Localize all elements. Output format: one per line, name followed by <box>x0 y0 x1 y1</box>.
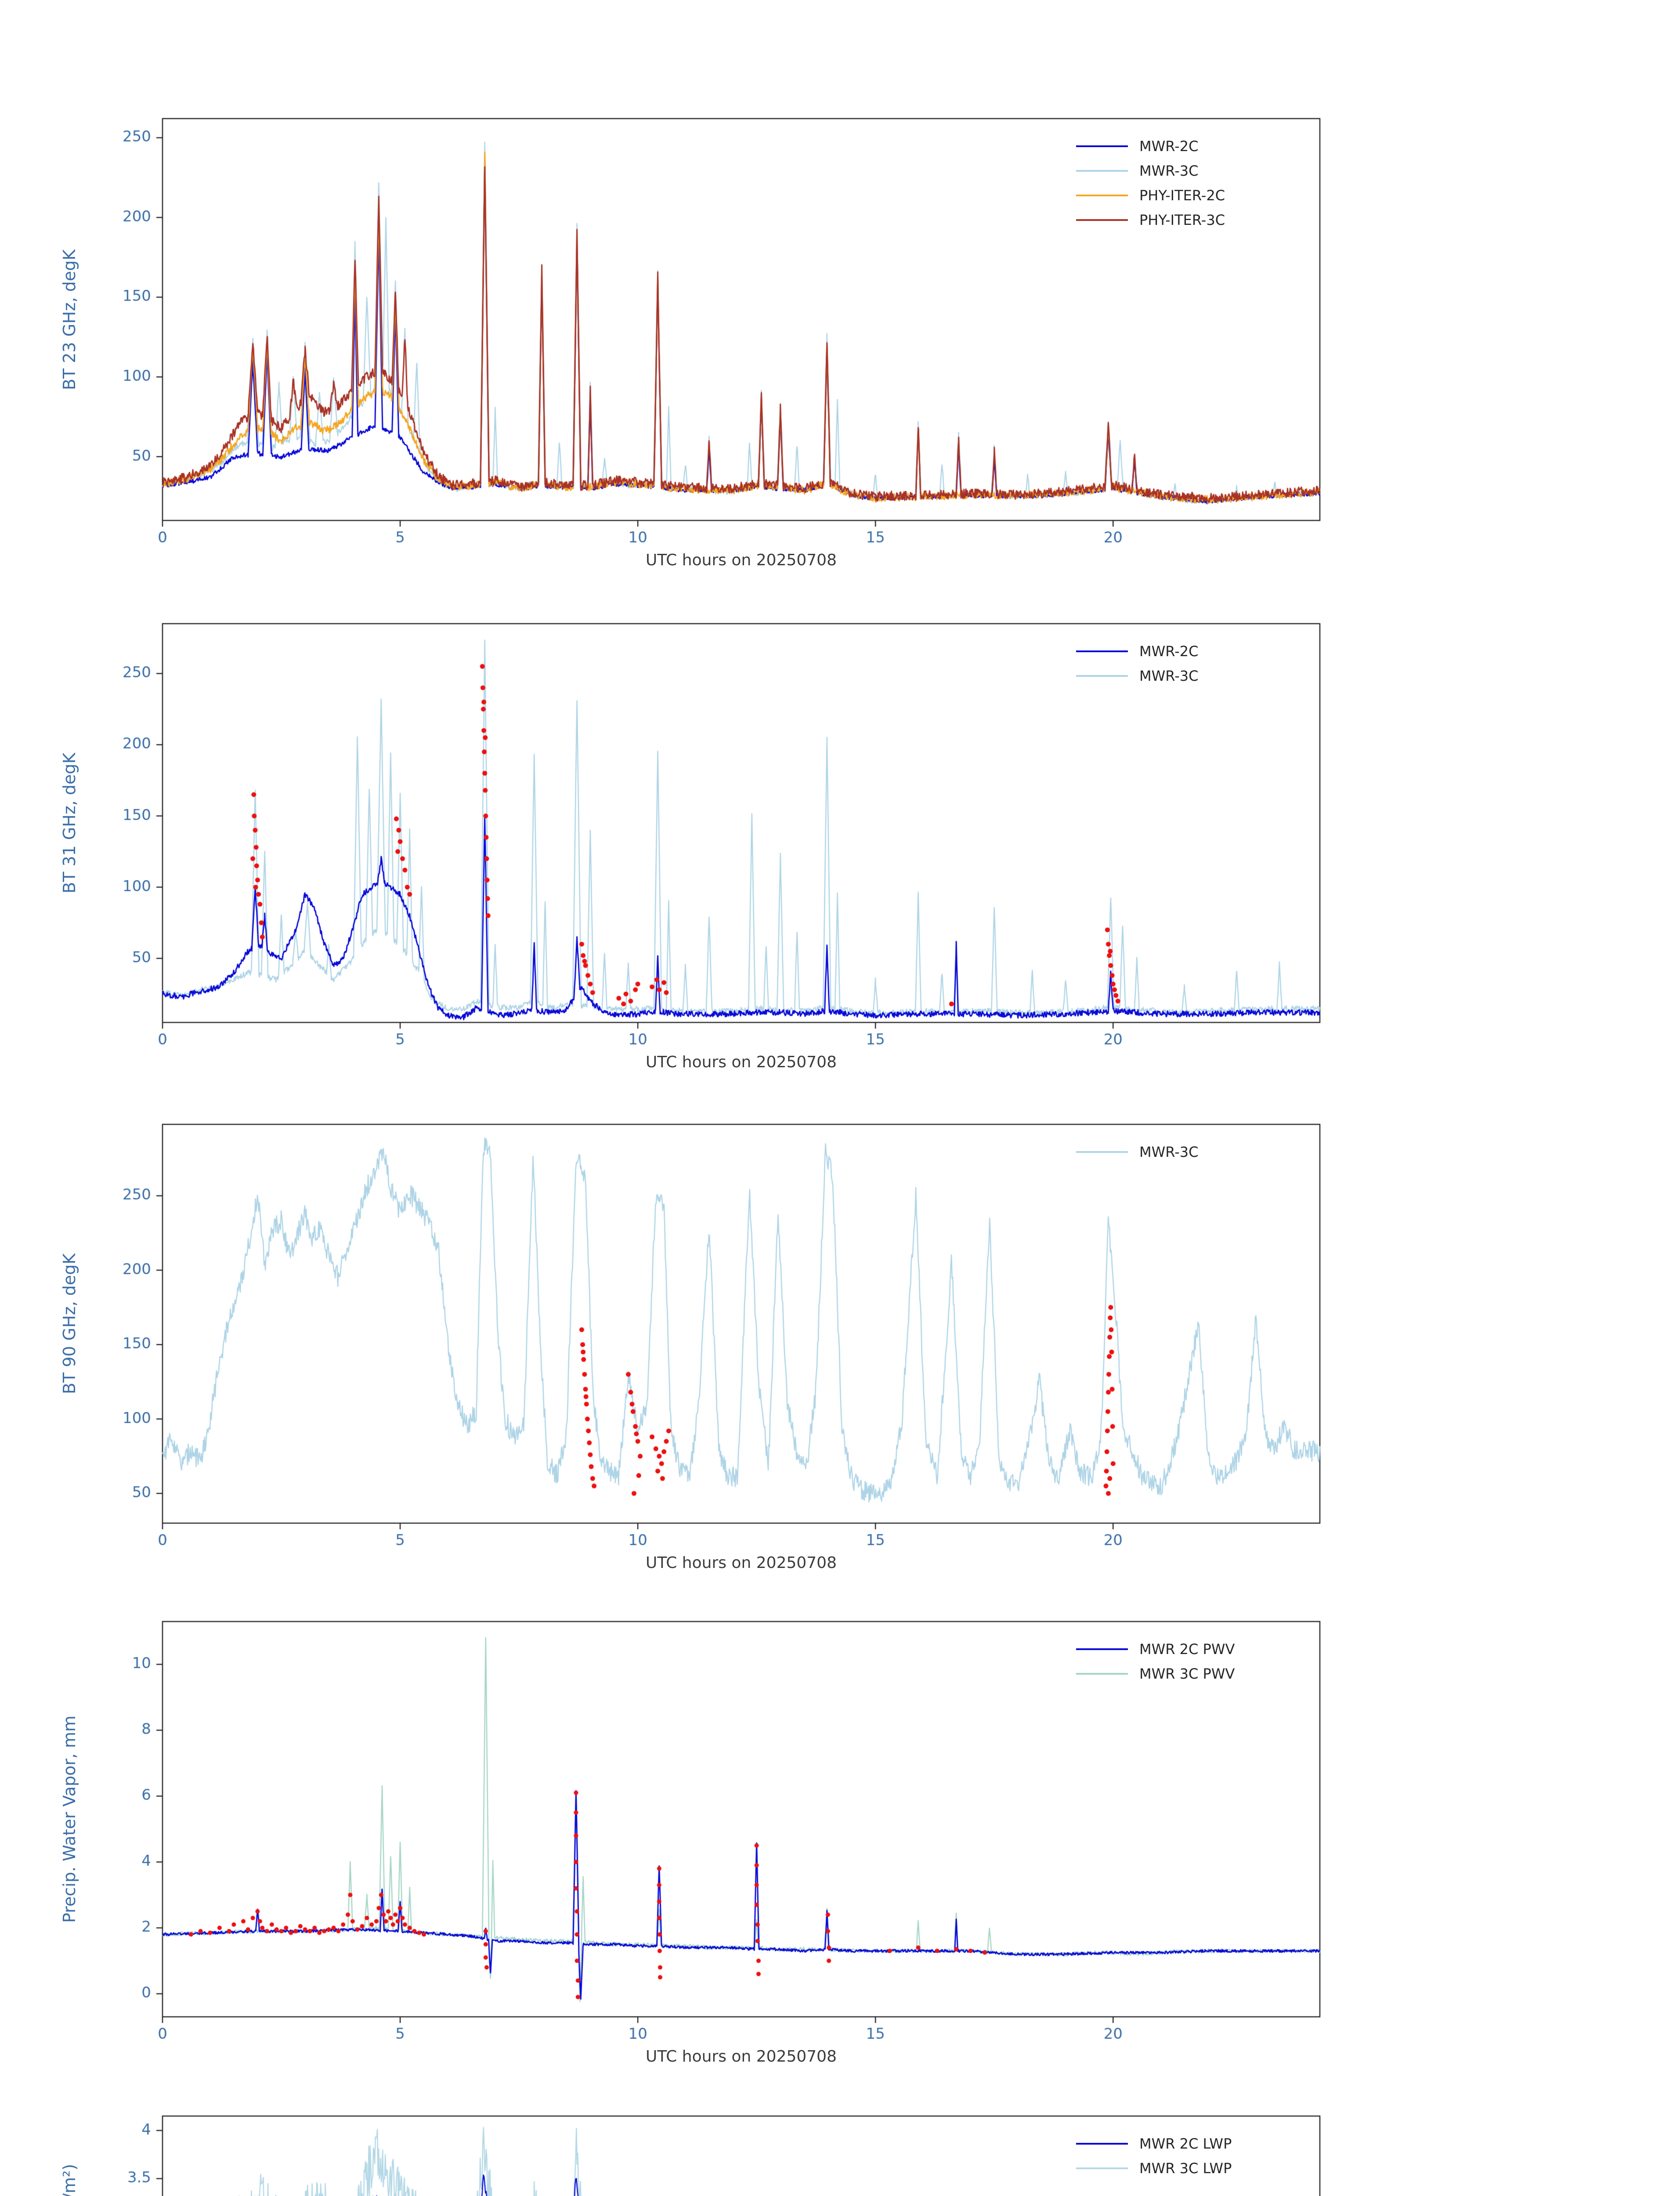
pwv-chart-canvas <box>0 1599 1680 2095</box>
lwp-y-axis-label: log10 Liquid Water Path, log10(g/m²) <box>60 2164 79 2196</box>
bt23-legend: MWR-2C MWR-3C PHY-ITER-2C PHY-ITER-3C <box>1076 138 1225 228</box>
bt23-chart-canvas <box>0 0 1680 597</box>
legend-entry: PHY-ITER-3C <box>1076 212 1225 228</box>
bt23-chart-panel: BT 23 GHz, degK UTC hours on 20250708 MW… <box>0 0 1680 597</box>
legend-label: MWR-3C <box>1139 163 1199 179</box>
legend-entry: MWR 2C LWP <box>1076 2135 1232 2152</box>
lwp-legend: MWR 2C LWP MWR 3C LWP <box>1076 2135 1232 2177</box>
bt90-chart-panel: BT 90 GHz, degK UTC hours on 20250708 MW… <box>0 1098 1680 1599</box>
bt90-x-axis-label: UTC hours on 20250708 <box>646 1554 837 1572</box>
bt31-x-axis-label: UTC hours on 20250708 <box>646 1053 837 1071</box>
legend-label: MWR-3C <box>1139 1144 1199 1160</box>
legend-label: MWR 2C LWP <box>1139 2135 1232 2152</box>
legend-entry: MWR 3C PWV <box>1076 1665 1235 1682</box>
bt31-legend: MWR-2C MWR-3C <box>1076 643 1198 684</box>
bt90-y-axis-label: BT 90 GHz, degK <box>60 1253 79 1394</box>
legend-entry: MWR 3C LWP <box>1076 2160 1232 2177</box>
bt90-chart-canvas <box>0 1098 1680 1599</box>
legend-line-swatch <box>1076 650 1128 652</box>
legend-line-swatch <box>1076 219 1128 221</box>
bt23-y-axis-label: BT 23 GHz, degK <box>60 249 79 390</box>
legend-entry: MWR 2C PWV <box>1076 1641 1235 1658</box>
legend-entry: MWR-3C <box>1076 1144 1198 1160</box>
bt31-chart-canvas <box>0 597 1680 1098</box>
legend-label: MWR-2C <box>1139 643 1199 660</box>
pwv-y-axis-label: Precip. Water Vapor, mm <box>60 1715 79 1923</box>
legend-label: MWR-3C <box>1139 668 1199 684</box>
legend-line-swatch <box>1076 1673 1128 1675</box>
legend-line-swatch <box>1076 145 1128 147</box>
bt23-x-axis-label: UTC hours on 20250708 <box>646 551 837 569</box>
legend-label: PHY-ITER-3C <box>1139 212 1225 228</box>
legend-line-swatch <box>1076 2143 1128 2145</box>
pwv-chart-panel: Precip. Water Vapor, mm UTC hours on 202… <box>0 1599 1680 2095</box>
bt31-chart-panel: BT 31 GHz, degK UTC hours on 20250708 MW… <box>0 597 1680 1098</box>
lwp-chart-canvas <box>0 2095 1680 2196</box>
legend-entry: MWR-3C <box>1076 163 1225 179</box>
bt90-legend: MWR-3C <box>1076 1144 1198 1160</box>
legend-label: PHY-ITER-2C <box>1139 187 1225 204</box>
legend-line-swatch <box>1076 675 1128 677</box>
legend-line-swatch <box>1076 2167 1128 2169</box>
legend-line-swatch <box>1076 195 1128 196</box>
legend-label: MWR 3C PWV <box>1139 1665 1235 1682</box>
legend-line-swatch <box>1076 1151 1128 1153</box>
legend-label: MWR-2C <box>1139 138 1199 155</box>
legend-label: MWR 3C LWP <box>1139 2160 1232 2177</box>
legend-entry: MWR-3C <box>1076 668 1198 684</box>
legend-label: MWR 2C PWV <box>1139 1641 1235 1658</box>
legend-line-swatch <box>1076 170 1128 172</box>
pwv-legend: MWR 2C PWV MWR 3C PWV <box>1076 1641 1235 1682</box>
bt31-y-axis-label: BT 31 GHz, degK <box>60 752 79 894</box>
pwv-x-axis-label: UTC hours on 20250708 <box>646 2048 837 2066</box>
lwp-chart-panel: log10 Liquid Water Path, log10(g/m²) UTC… <box>0 2095 1680 2196</box>
legend-line-swatch <box>1076 1648 1128 1650</box>
legend-entry: MWR-2C <box>1076 643 1199 660</box>
legend-entry: PHY-ITER-2C <box>1076 187 1225 204</box>
legend-entry: MWR-2C <box>1076 138 1225 155</box>
